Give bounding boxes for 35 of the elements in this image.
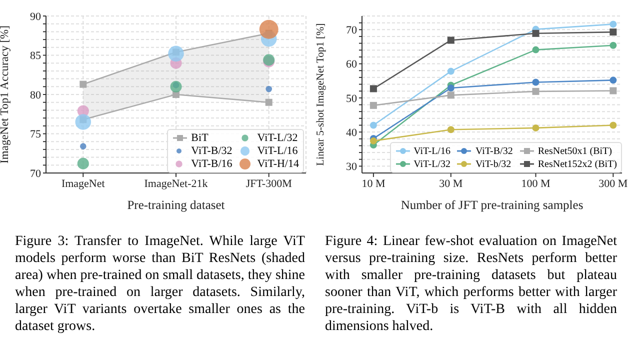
legend-label: ViT-B/32: [475, 146, 513, 156]
x-tick-label: ImageNet: [61, 178, 105, 190]
y-axis-title: ImageNet Top1 Accuracy [%]: [0, 26, 12, 164]
x-tick-label: 30 M: [439, 178, 463, 190]
legend-label: BiT: [191, 132, 208, 144]
legend-label: ViT-L/16: [257, 145, 298, 157]
legend-label: ResNet152x2 (BiT): [538, 158, 617, 170]
x-tick-label: 10 M: [362, 178, 386, 190]
x-tick-label: ImageNet-21k: [144, 178, 208, 190]
legend-label: ViT-H/14: [257, 158, 299, 170]
legend-label: ViT-L/16: [414, 146, 450, 156]
caption: Figure 3: Transfer to ImageNet. While large ViT models perform worse than BiT ResNets (shaded area) when pre-trained on small datasets, they shine when pre-trained on larger datasets. Similarly, larger ViT variants overtake smaller ones as the dataset grows.: [15, 233, 306, 335]
legend-label: ViT-L/32: [414, 158, 450, 170]
y-tick-label: 90: [30, 10, 42, 23]
y-tick-label: 60: [346, 58, 358, 71]
legend-label: ViT-b/32: [475, 158, 512, 170]
y-axis-title: Linear 5-shot ImageNet Top1 [%]: [316, 23, 327, 166]
x-tick-label: 300 M: [598, 178, 628, 190]
y-tick-label: 70: [346, 24, 358, 37]
caption: Figure 4: Linear few-shot evaluation on ImageNet versus pre-training size. ResNets perform better with smaller pre-training datasets but plateau sooner than ViT, which performs better with larger pre-training. ViT-b is ViT-B with all hidden dimensions halved.: [325, 233, 617, 335]
y-tick-label: 85: [30, 50, 42, 62]
x-tick-label: 100 M: [521, 178, 550, 190]
x-tick-label: JFT-300M: [246, 178, 292, 190]
x-axis-title: Number of JFT pre-training samples: [400, 198, 584, 212]
legend-label: ViT-B/16: [191, 158, 232, 170]
y-tick-label: 80: [30, 89, 42, 102]
y-tick-label: 30: [346, 161, 358, 174]
y-tick-label: 50: [346, 92, 358, 105]
legend-label: ViT-L/32: [257, 132, 298, 144]
legend-label: ViT-B/32: [191, 145, 232, 157]
y-tick-label: 70: [30, 168, 42, 180]
x-axis-title: Pre-training dataset: [127, 198, 226, 212]
y-tick-label: 40: [346, 126, 358, 139]
y-tick-label: 75: [30, 128, 42, 141]
legend-label: ResNet50x1 (BiT): [538, 146, 612, 156]
